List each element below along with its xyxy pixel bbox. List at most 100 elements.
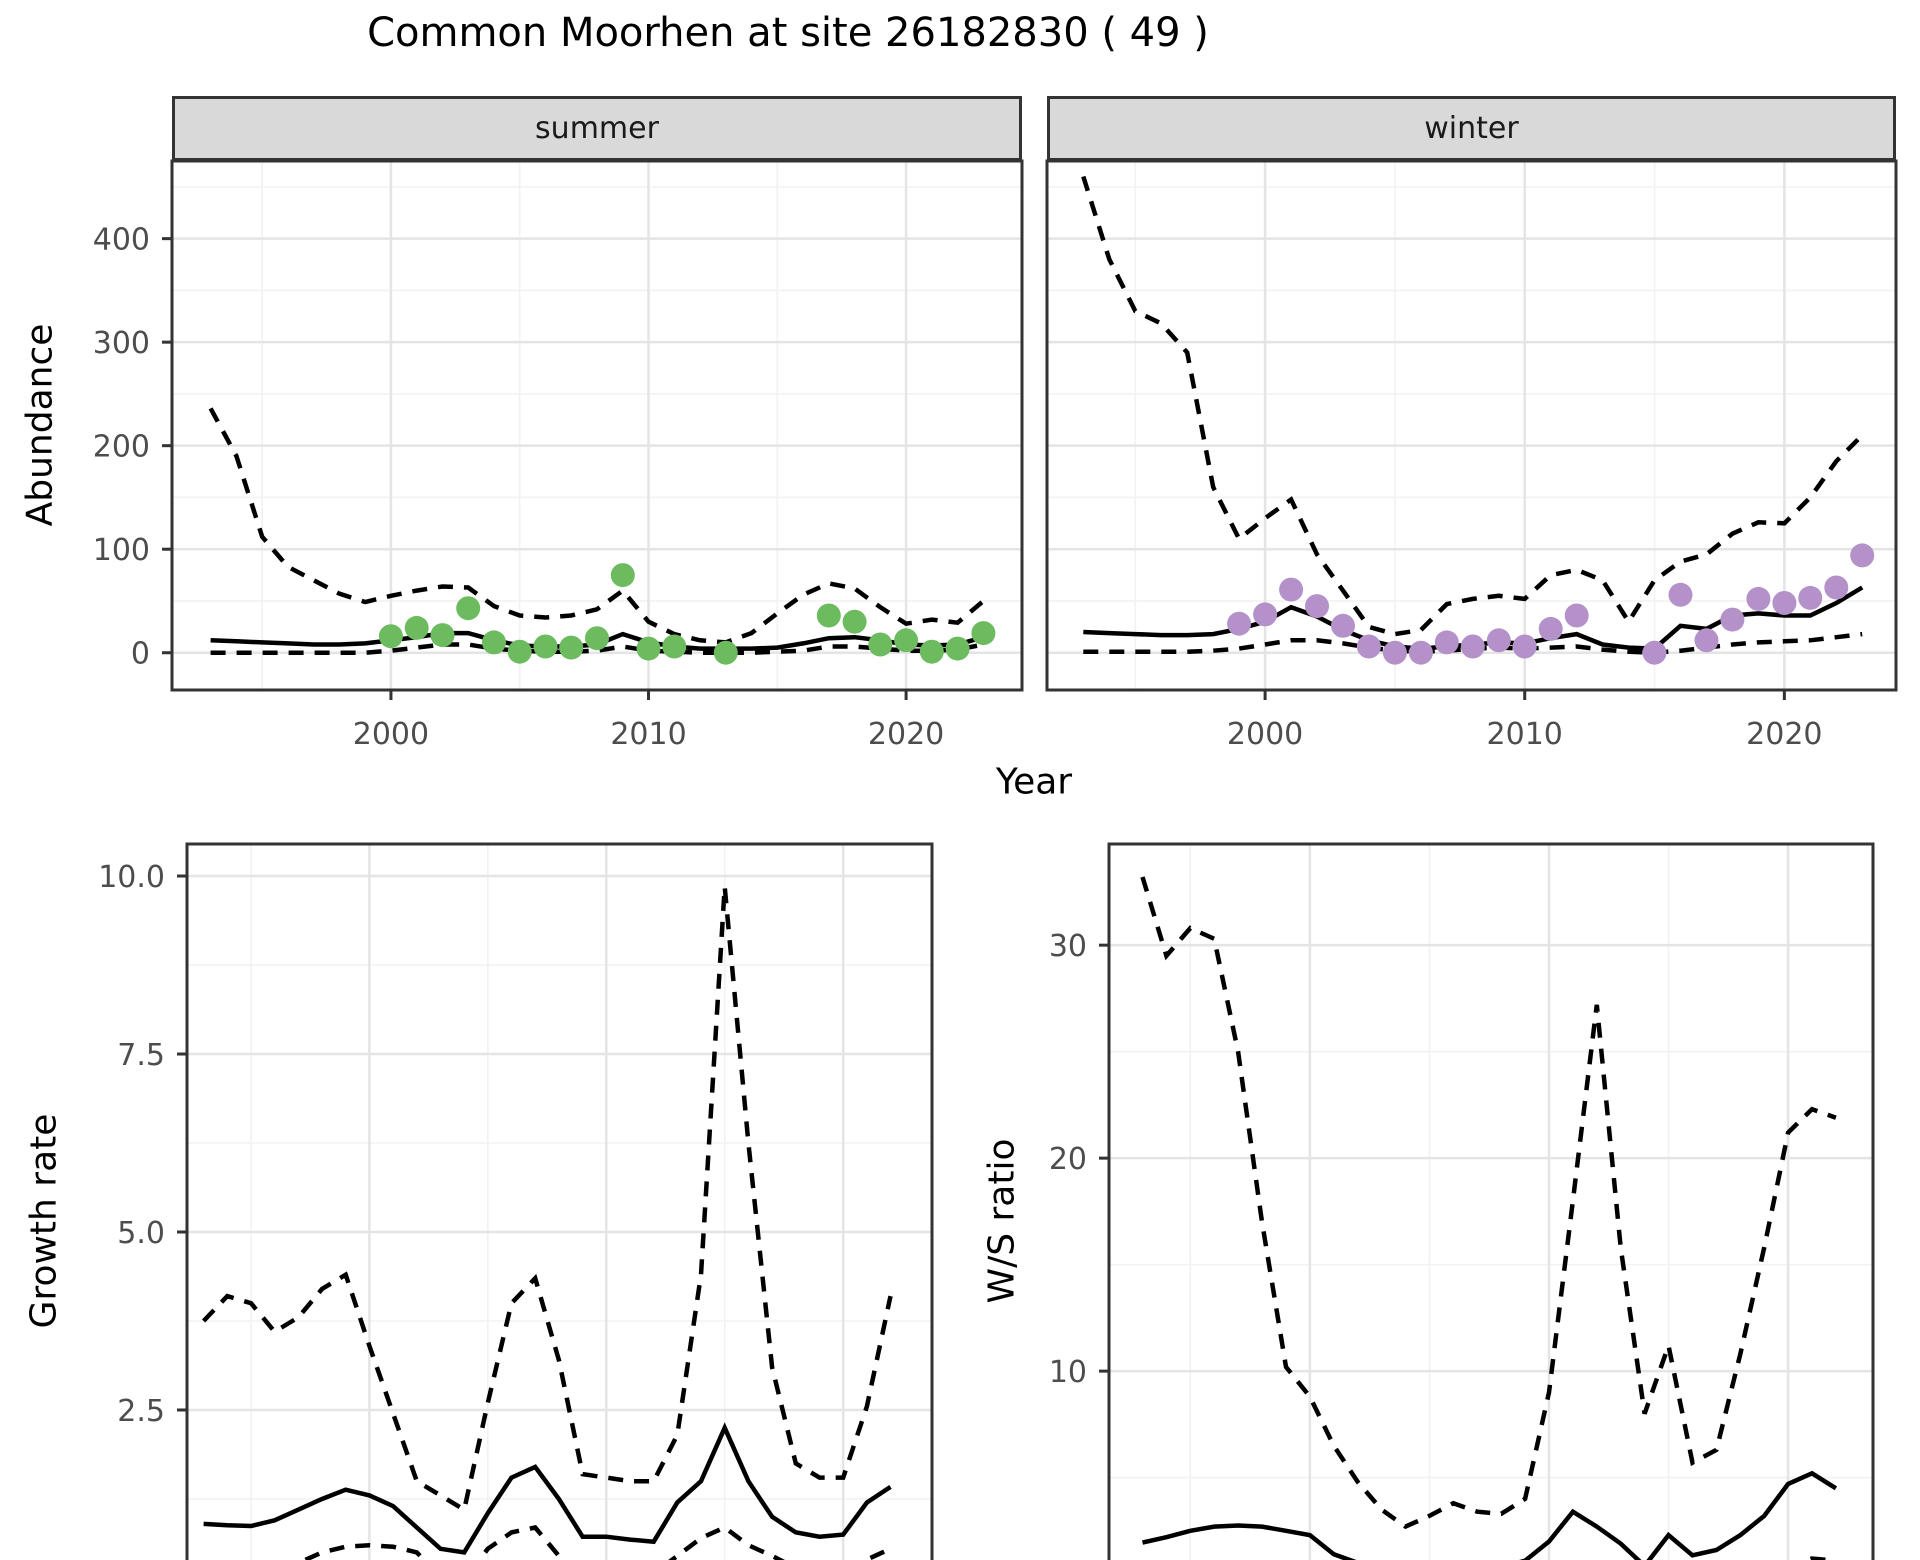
series-median	[203, 1422, 892, 1555]
facet-strip-summer: summer	[172, 96, 1022, 161]
panel-ws-ratio: 2000201020200102030	[1049, 842, 1875, 1560]
axis-ticks: 2000 2010 2020 0 100 200 300 400	[93, 223, 945, 752]
observation-point	[404, 615, 429, 640]
x-tick-label: 2020	[868, 717, 944, 752]
gridlines-major	[1047, 161, 1896, 690]
facet-strip-winter-label: winter	[1424, 111, 1519, 146]
observation-point	[378, 624, 403, 649]
observation-point	[1460, 634, 1485, 659]
x-tick-label: 2000	[353, 717, 429, 752]
observation-point	[1772, 591, 1797, 615]
observation-point	[1746, 586, 1771, 611]
observation-point	[533, 634, 558, 659]
observation-point	[1720, 607, 1745, 632]
gridlines-major	[1109, 844, 1873, 1560]
gridlines-major	[187, 844, 932, 1560]
observation-point	[1305, 594, 1329, 619]
x-tick-label: 2020	[1746, 717, 1822, 752]
series-upper-ci	[201, 886, 893, 1514]
figure-title: Common Moorhen at site 26182830 ( 49 )	[367, 10, 1209, 56]
observation-point	[1408, 640, 1433, 665]
gridlines-minor	[1109, 844, 1873, 1560]
x-tick-label: 2000	[1227, 717, 1303, 752]
y-tick-label: 10.0	[98, 860, 165, 895]
y-tick-label: 0	[131, 637, 150, 672]
observation-point	[456, 596, 481, 621]
series-upper-ci	[1140, 876, 1837, 1530]
observation-point	[816, 603, 841, 628]
x-tick-label: 2010	[1487, 717, 1563, 752]
gridlines-minor	[172, 161, 1022, 690]
observation-point	[1253, 602, 1278, 627]
panel-border	[170, 159, 1024, 692]
observation-point	[1668, 582, 1693, 607]
gridlines-major	[172, 161, 1022, 690]
y-axis-title-abundance: Abundance	[19, 323, 61, 527]
observation-point	[507, 639, 532, 664]
observation-point	[636, 636, 661, 661]
observation-point	[1642, 640, 1667, 665]
observation-point	[842, 609, 867, 634]
observation-point	[1824, 575, 1849, 600]
observation-point	[1538, 616, 1563, 641]
series-lines	[1140, 876, 1838, 1560]
observation-point	[1279, 577, 1304, 602]
y-tick-label: 2.5	[117, 1394, 165, 1429]
series-lines	[1081, 175, 1864, 655]
y-tick-label: 30	[1049, 929, 1087, 964]
observation-point	[1564, 603, 1589, 628]
panel-border	[185, 842, 934, 1560]
observation-point	[1798, 585, 1823, 610]
observation-point	[868, 632, 893, 657]
y-tick-label: 7.5	[117, 1038, 165, 1073]
panel-abundance-winter: 2000 2010 2020	[1045, 159, 1898, 752]
panel-border	[1107, 842, 1875, 1560]
observation-point	[585, 626, 609, 651]
observation-point	[713, 640, 738, 665]
series-median	[1142, 1470, 1838, 1560]
y-tick-label: 200	[93, 430, 150, 465]
observation-point	[945, 636, 970, 661]
facet-strip-summer-label: summer	[535, 111, 659, 146]
facet-strip-winter: winter	[1047, 96, 1896, 161]
observation-point	[1227, 611, 1252, 636]
y-tick-label: 100	[93, 533, 150, 568]
y-tick-label: 5.0	[117, 1216, 165, 1251]
series-upper-ci	[1081, 175, 1864, 637]
data-points	[1227, 543, 1875, 665]
y-axis-title-growth-rate: Growth rate	[23, 1113, 65, 1329]
observation-point	[482, 630, 506, 655]
observation-point	[894, 628, 919, 653]
y-tick-label: 10	[1049, 1355, 1087, 1390]
observation-point	[559, 635, 584, 660]
observation-point	[971, 621, 996, 646]
observation-point	[1512, 634, 1537, 659]
y-tick-label: 20	[1049, 1142, 1087, 1177]
series-lower-ci	[299, 1524, 892, 1560]
observation-point	[662, 634, 687, 659]
observation-point	[1486, 628, 1511, 653]
observation-point	[1331, 613, 1355, 638]
series-upper-ci	[208, 407, 985, 645]
observation-point	[1356, 634, 1381, 659]
observation-point	[919, 639, 944, 664]
observation-point	[1434, 630, 1459, 655]
y-tick-label: 300	[93, 326, 150, 361]
data-points	[378, 563, 996, 665]
panel-border	[1045, 159, 1898, 692]
gridlines-minor	[1047, 161, 1896, 690]
observation-point	[1694, 628, 1719, 653]
x-axis-title-year-top: Year	[995, 761, 1073, 803]
observation-point	[1382, 640, 1407, 665]
observation-point	[430, 623, 455, 648]
series-lines	[201, 886, 893, 1560]
observation-point	[1850, 543, 1875, 568]
x-tick-label: 2010	[610, 717, 686, 752]
panel-abundance-summer: 2000 2010 2020 0 100 200 300 400	[93, 159, 1024, 752]
axis-ticks: 2000 2010 2020	[1227, 690, 1823, 752]
axis-ticks: 2000201020200102030	[1049, 929, 1109, 1390]
observation-point	[610, 563, 635, 588]
